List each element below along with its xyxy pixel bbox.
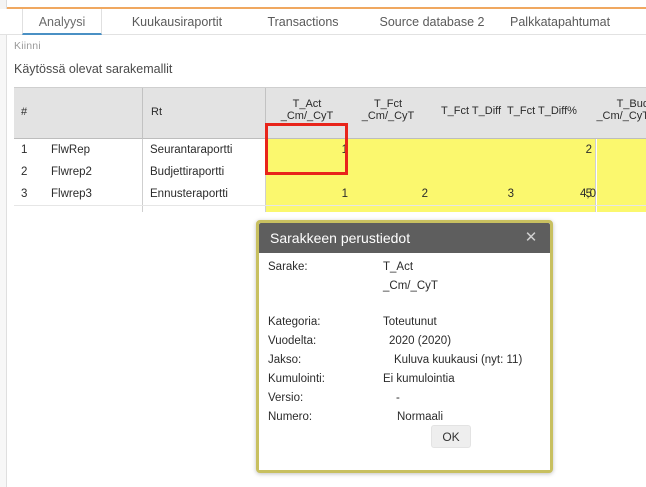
left-rail xyxy=(0,35,7,487)
top-left-corner xyxy=(0,0,7,9)
cell-t-act: 1 xyxy=(341,144,348,156)
column-header-t-fct-t-diff-pct[interactable]: T_Fct T_Diff% xyxy=(507,105,577,117)
highlight-band-right xyxy=(597,139,646,212)
tab-kuukausiraportit[interactable]: Kuukausiraportit xyxy=(112,9,242,35)
tab-analyysi-label: Analyysi xyxy=(38,15,86,29)
cell-t-bud: 5 xyxy=(585,188,592,200)
column-divider-t-act xyxy=(265,139,266,212)
cell-index: 2 xyxy=(21,166,28,178)
close-icon[interactable]: ✕ xyxy=(524,229,538,246)
field-value-numero: Normaali xyxy=(397,411,444,423)
field-value-versio: - xyxy=(396,392,400,404)
table-row[interactable]: 3 Flwrep3 Ennusteraportti 1 2 3 4,0 5 xyxy=(14,183,646,205)
field-value-sarake-cont: _Cm/_CyT xyxy=(383,280,438,292)
highlight-band xyxy=(265,139,595,212)
column-header-t-fct-t-diff[interactable]: T_Fct T_Diff xyxy=(440,105,502,117)
page-subtitle: Käytössä olevat sarakemallit xyxy=(14,62,173,76)
cell-t-fct: 2 xyxy=(421,188,428,200)
cell-t-bud: 2 xyxy=(585,144,592,156)
column-models-table: # Rt T_Act _Cm/_CyT T_Fct _Cm/_CyT T_Fct… xyxy=(14,87,646,212)
dialog-title-bar: Sarakkeen perustiedot ✕ xyxy=(259,223,550,253)
field-value-vuodelta: 2020 (2020) xyxy=(389,335,452,347)
tab-palkkatapahtumat-label: Palkkatapahtumat xyxy=(510,15,611,29)
cell-rt: Flwrep3 xyxy=(51,188,92,200)
cell-index: 1 xyxy=(21,144,28,156)
row-divider xyxy=(14,205,646,206)
column-divider-t-bud xyxy=(595,139,596,212)
field-label-jakso: Jakso: xyxy=(268,354,302,366)
tab-source-database-2-label: Source database 2 xyxy=(379,15,485,29)
tab-kuukausiraportit-label: Kuukausiraportit xyxy=(131,15,223,29)
field-label-kategoria: Kategoria: xyxy=(268,316,321,328)
cell-name: Ennusteraportti xyxy=(150,188,228,200)
column-details-dialog: Sarakkeen perustiedot ✕ Sarake: T_Act _C… xyxy=(256,220,553,473)
dialog-title: Sarakkeen perustiedot xyxy=(270,230,411,246)
tab-source-database-2[interactable]: Source database 2 xyxy=(362,9,502,35)
table-row[interactable]: 2 Flwrep2 Budjettiraportti xyxy=(14,161,646,183)
field-label-numero: Numero: xyxy=(268,411,313,423)
field-label-kumulointi: Kumulointi: xyxy=(268,373,325,385)
cell-name: Seurantaraportti xyxy=(150,144,233,156)
tab-transactions-label: Transactions xyxy=(267,15,339,29)
column-header-t-bud[interactable]: T_Bud _Cm/_CyT xyxy=(596,98,646,122)
top-accent-bar xyxy=(0,0,646,9)
column-header-rt[interactable]: Rt xyxy=(142,88,162,139)
table-header-row: # Rt T_Act _Cm/_CyT T_Fct _Cm/_CyT T_Fct… xyxy=(14,87,646,139)
cell-name: Budjettiraportti xyxy=(150,166,225,178)
column-header-t-act[interactable]: T_Act _Cm/_CyT xyxy=(265,88,348,139)
column-header-t-fct[interactable]: T_Fct _Cm/_CyT xyxy=(361,98,415,122)
field-value-kategoria: Toteutunut xyxy=(383,316,437,328)
tab-transactions[interactable]: Transactions xyxy=(248,9,358,35)
column-divider-rt xyxy=(142,139,143,212)
table-row[interactable]: 1 FlwRep Seurantaraportti 1 2 xyxy=(14,139,646,161)
dialog-body: Sarake: T_Act _Cm/_CyT Kategoria: Toteut… xyxy=(259,253,550,470)
table-body: 1 FlwRep Seurantaraportti 1 2 2 Flwrep2 … xyxy=(14,139,646,212)
cell-t-diff-pct: 4,0 xyxy=(580,188,596,200)
field-label-sarake: Sarake: xyxy=(268,261,308,273)
field-value-kumulointi: Ei kumulointia xyxy=(383,373,455,385)
cell-t-diff: 3 xyxy=(507,188,514,200)
field-label-vuodelta: Vuodelta: xyxy=(268,335,317,347)
close-link[interactable]: Kiinni xyxy=(14,40,41,52)
cell-rt: Flwrep2 xyxy=(51,166,92,178)
field-value-jakso: Kuluva kuukausi (nyt: 11) xyxy=(394,354,523,366)
tab-analyysi[interactable]: Analyysi xyxy=(22,9,102,35)
cell-index: 3 xyxy=(21,188,28,200)
ok-button[interactable]: OK xyxy=(431,425,471,448)
field-value-sarake: T_Act xyxy=(383,261,414,273)
cell-rt: FlwRep xyxy=(51,144,90,156)
column-header-index[interactable]: # xyxy=(21,106,28,118)
field-label-versio: Versio: xyxy=(268,392,304,404)
tab-bar: Analyysi Kuukausiraportit Transactions S… xyxy=(0,9,646,35)
cell-t-act: 1 xyxy=(341,188,348,200)
